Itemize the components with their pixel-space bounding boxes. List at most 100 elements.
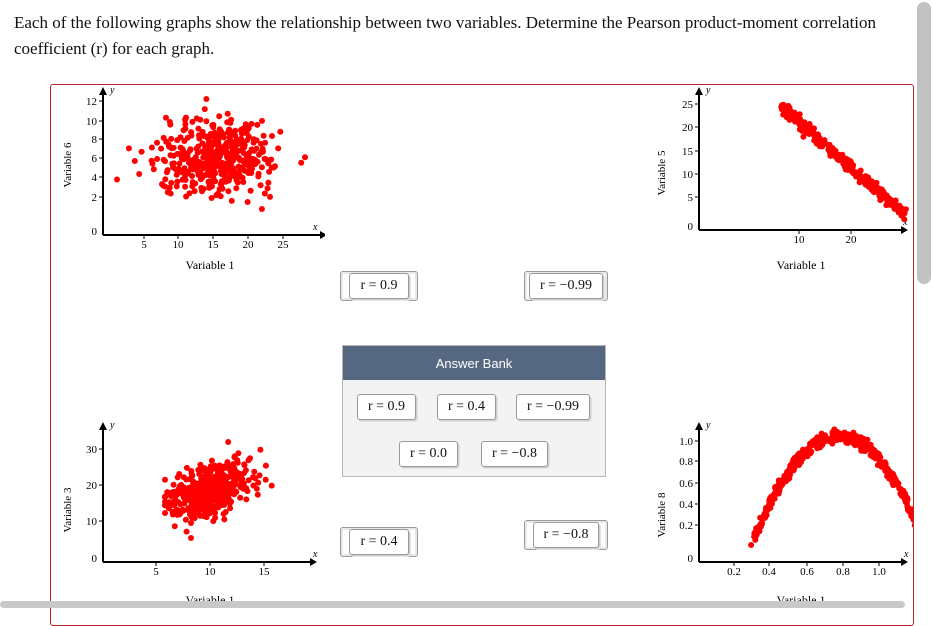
y-tick-label: 10	[86, 516, 98, 528]
data-point	[246, 477, 252, 483]
data-point	[235, 148, 241, 154]
y-tick-label: 1.0	[679, 436, 693, 448]
data-point	[219, 502, 225, 508]
data-point	[259, 118, 265, 124]
data-point	[251, 136, 257, 142]
answer-chip-placed[interactable]: r = −0.99	[529, 273, 603, 299]
data-point	[244, 158, 250, 164]
data-point	[899, 492, 905, 498]
data-point	[188, 520, 194, 526]
data-point	[154, 156, 160, 162]
data-point	[748, 542, 754, 548]
data-point	[205, 167, 211, 173]
data-point	[181, 508, 187, 514]
data-point	[267, 194, 273, 200]
data-point	[167, 185, 173, 191]
data-point	[901, 211, 907, 217]
data-point	[806, 445, 812, 451]
answer-bank: Answer Bank r = 0.9 r = 0.4 r = −0.99 r …	[342, 345, 606, 477]
data-point	[228, 151, 234, 157]
x-tick-label: 20	[243, 239, 255, 251]
x-axis-letter: x	[312, 222, 318, 233]
data-point	[215, 139, 221, 145]
data-point	[245, 199, 251, 205]
data-point	[846, 437, 852, 443]
dropzone-graph4[interactable]: r = −0.8	[524, 520, 608, 550]
data-point	[181, 127, 187, 133]
data-point	[859, 441, 865, 447]
data-point	[200, 186, 206, 192]
data-point	[150, 161, 156, 167]
data-point	[174, 172, 180, 178]
data-point	[225, 188, 231, 194]
x-tick-label: 5	[153, 566, 159, 578]
data-point	[219, 162, 225, 168]
data-point	[197, 169, 203, 175]
x-tick-label: 20	[846, 234, 858, 246]
answer-chip-placed[interactable]: r = 0.9	[349, 273, 408, 299]
answer-chip-placed[interactable]: r = 0.4	[349, 529, 408, 555]
data-point	[201, 483, 207, 489]
data-point	[209, 195, 215, 201]
data-point	[226, 127, 232, 133]
dropzone-graph1[interactable]: r = 0.9	[340, 271, 418, 301]
y-tick-label: 0	[92, 553, 98, 565]
answer-chip[interactable]: r = 0.9	[357, 394, 416, 420]
data-point	[263, 477, 269, 483]
data-point	[872, 189, 878, 195]
data-point	[800, 456, 806, 462]
y-tick-label: 12	[86, 96, 97, 108]
vertical-scrollbar[interactable]	[917, 2, 931, 284]
data-point	[901, 216, 907, 222]
data-point	[753, 525, 759, 531]
data-point	[210, 497, 216, 503]
y-axis-letter: y	[705, 420, 711, 431]
data-point	[263, 156, 269, 162]
data-point	[254, 122, 260, 128]
y-tick-label: 8	[92, 134, 98, 146]
data-point	[882, 194, 888, 200]
data-point	[206, 466, 212, 472]
answer-chip[interactable]: r = 0.4	[437, 394, 496, 420]
data-point	[216, 113, 222, 119]
data-point	[183, 115, 189, 121]
y-axis-letter: y	[705, 85, 711, 96]
data-point	[838, 436, 844, 442]
horizontal-scrollbar[interactable]	[0, 601, 905, 608]
data-point	[266, 169, 272, 175]
data-point	[248, 188, 254, 194]
data-point	[761, 514, 767, 520]
data-point	[826, 143, 832, 149]
answer-bank-title: Answer Bank	[343, 346, 605, 380]
data-point	[223, 509, 229, 515]
data-point	[249, 121, 255, 127]
data-point	[218, 193, 224, 199]
answer-chip[interactable]: r = 0.0	[399, 441, 458, 467]
answer-chip[interactable]: r = −0.8	[481, 441, 548, 467]
data-point	[175, 474, 181, 480]
y-tick-label: 25	[682, 99, 694, 111]
answer-chip[interactable]: r = −0.99	[516, 394, 590, 420]
dropzone-graph3[interactable]: r = 0.4	[340, 527, 418, 557]
answer-chip-placed[interactable]: r = −0.8	[533, 522, 600, 548]
y-axis-label: Variable 8	[656, 492, 668, 537]
data-point	[200, 475, 206, 481]
data-point	[158, 146, 164, 152]
data-point	[203, 118, 209, 124]
dropzone-graph2[interactable]: r = −0.99	[524, 271, 608, 301]
data-point	[183, 517, 189, 523]
data-point	[167, 119, 173, 125]
data-point	[191, 508, 197, 514]
data-point	[275, 145, 281, 151]
data-point	[164, 169, 170, 175]
data-point	[193, 154, 199, 160]
data-point	[233, 185, 239, 191]
data-point	[205, 507, 211, 513]
x-tick-label: 10	[794, 234, 806, 246]
data-point	[255, 159, 261, 165]
data-point	[114, 177, 120, 183]
y-tick-label: 0.2	[679, 520, 693, 532]
data-point	[230, 461, 236, 467]
